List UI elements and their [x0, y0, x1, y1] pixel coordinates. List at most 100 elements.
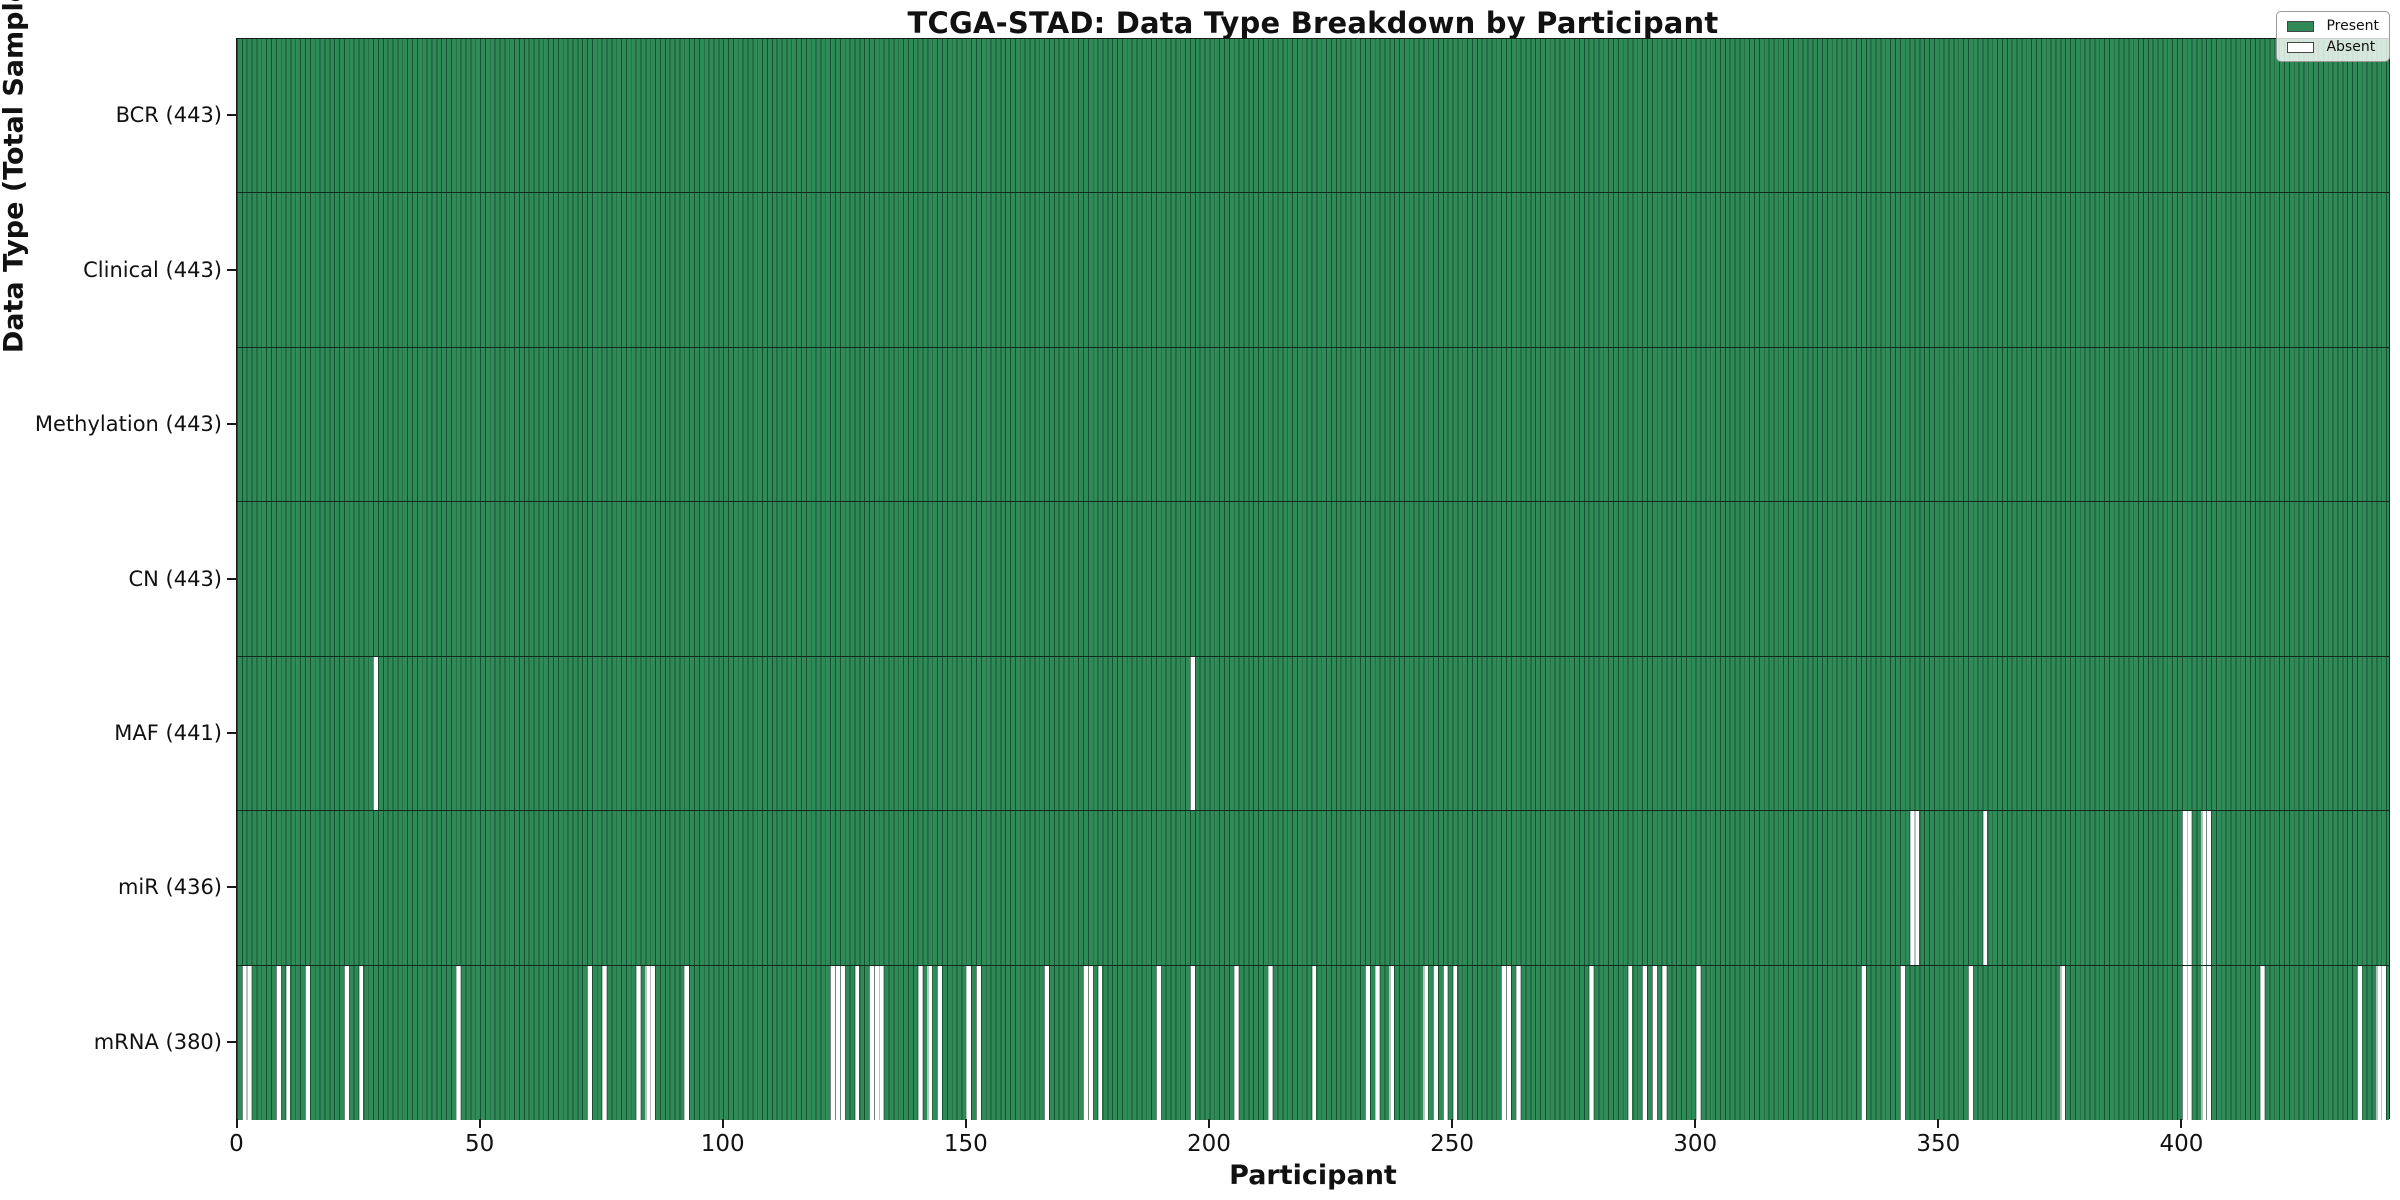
- absent-bar: [839, 965, 845, 1120]
- absent-bar: [1423, 965, 1429, 1120]
- absent-bar: [2201, 811, 2207, 965]
- absent-bar: [1982, 811, 1988, 965]
- y-tick-label-mir: miR (436): [117, 875, 222, 900]
- legend-entry-present: Present: [2287, 19, 2379, 33]
- absent-bar: [873, 965, 879, 1120]
- y-tick-mark: [227, 731, 236, 734]
- absent-bar: [1515, 965, 1521, 1120]
- y-tick-mark: [227, 1040, 236, 1043]
- absent-bar: [1155, 965, 1161, 1120]
- absent-bar: [1374, 965, 1380, 1120]
- absent-bar: [650, 965, 656, 1120]
- absent-bar: [1389, 965, 1395, 1120]
- absent-bar: [1899, 965, 1905, 1120]
- x-tick-label-150: 150: [943, 1131, 988, 1157]
- y-tick-mark: [227, 268, 236, 271]
- absent-bar: [1695, 965, 1701, 1120]
- x-tick-mark: [1694, 1119, 1697, 1128]
- absent-bar: [937, 965, 943, 1120]
- absent-bar: [1311, 965, 1317, 1120]
- absent-bar: [1661, 965, 1667, 1120]
- x-tick-label-100: 100: [700, 1131, 745, 1157]
- x-tick-label-200: 200: [1187, 1131, 1231, 1157]
- x-tick-mark: [2180, 1119, 2183, 1128]
- absent-bar: [1506, 965, 1511, 1120]
- absent-bar: [2206, 965, 2212, 1120]
- x-tick-mark: [1451, 1119, 1454, 1128]
- y-tick-label-clinical: Clinical (443): [83, 257, 222, 282]
- row-mrna: [237, 965, 2389, 1121]
- absent-bar: [455, 965, 461, 1120]
- y-tick-mark: [227, 577, 236, 580]
- absent-bar: [869, 965, 874, 1120]
- absent-bar: [1267, 965, 1273, 1120]
- y-tick-label-maf: MAF (441): [114, 720, 222, 745]
- absent-bar: [358, 965, 364, 1120]
- legend-label: Present: [2326, 18, 2379, 34]
- absent-bar: [976, 965, 981, 1120]
- absent-bar: [2181, 965, 2187, 1120]
- y-tick-mark: [227, 423, 236, 426]
- absent-bar: [2356, 965, 2362, 1120]
- absent-bar: [2060, 965, 2066, 1120]
- absent-bar: [966, 965, 972, 1120]
- row-bcr: [237, 39, 2389, 194]
- row-methylation: [237, 347, 2389, 503]
- absent-bar: [854, 965, 860, 1120]
- absent-bar: [343, 965, 349, 1120]
- absent-bar: [1083, 965, 1088, 1120]
- absent-bar: [2376, 965, 2382, 1120]
- absent-bar: [1044, 965, 1049, 1120]
- absent-bar: [1501, 965, 1507, 1120]
- legend-entry-absent: Absent: [2287, 40, 2379, 54]
- absent-swatch-icon: [2287, 41, 2315, 53]
- y-axis-label: Data Type (Total Sample Count): [0, 0, 30, 354]
- absent-bar: [285, 965, 291, 1120]
- x-tick-mark: [478, 1119, 481, 1128]
- x-tick-mark: [1207, 1119, 1210, 1128]
- absent-bar: [275, 965, 281, 1120]
- absent-bar: [1861, 965, 1866, 1120]
- y-tick-mark: [227, 886, 236, 889]
- absent-bar: [305, 965, 310, 1120]
- y-tick-label-methylation: Methylation (443): [34, 412, 222, 437]
- x-tick-label-300: 300: [1673, 1131, 1718, 1157]
- x-tick-label-0: 0: [229, 1131, 244, 1157]
- absent-bar: [1588, 965, 1594, 1120]
- absent-bar: [2201, 965, 2207, 1120]
- absent-bar: [1909, 811, 1915, 965]
- x-tick-mark: [964, 1119, 967, 1128]
- absent-bar: [927, 965, 933, 1120]
- absent-bar: [587, 965, 592, 1120]
- row-mir: [237, 811, 2389, 966]
- y-tick-mark: [227, 114, 236, 117]
- absent-bar: [1642, 965, 1648, 1120]
- absent-bar: [1087, 965, 1093, 1120]
- absent-bar: [1967, 965, 1973, 1120]
- absent-bar: [1914, 811, 1920, 965]
- absent-bar: [1233, 965, 1239, 1120]
- x-axis-label: Participant: [1229, 1160, 1397, 1191]
- x-tick-mark: [721, 1119, 724, 1128]
- present-swatch-icon: [2287, 20, 2315, 32]
- y-tick-label-cn: CN (443): [128, 566, 222, 591]
- absent-bar: [1365, 965, 1370, 1120]
- absent-bar: [601, 965, 607, 1120]
- absent-bar: [1452, 965, 1458, 1120]
- absent-bar: [246, 965, 252, 1120]
- absent-bar: [1442, 965, 1448, 1120]
- absent-bar: [2206, 811, 2212, 965]
- absent-bar: [2186, 965, 2192, 1120]
- absent-bar: [878, 965, 884, 1120]
- x-tick-mark: [1937, 1119, 1940, 1128]
- absent-bar: [1433, 965, 1438, 1120]
- absent-bar: [1190, 965, 1195, 1120]
- row-cn: [237, 502, 2389, 657]
- row-clinical: [237, 193, 2389, 348]
- row-maf: [237, 656, 2389, 812]
- absent-bar: [2259, 965, 2265, 1120]
- x-tick-label-350: 350: [1916, 1131, 1961, 1157]
- absent-bar: [1627, 965, 1633, 1120]
- absent-bar: [1651, 965, 1657, 1120]
